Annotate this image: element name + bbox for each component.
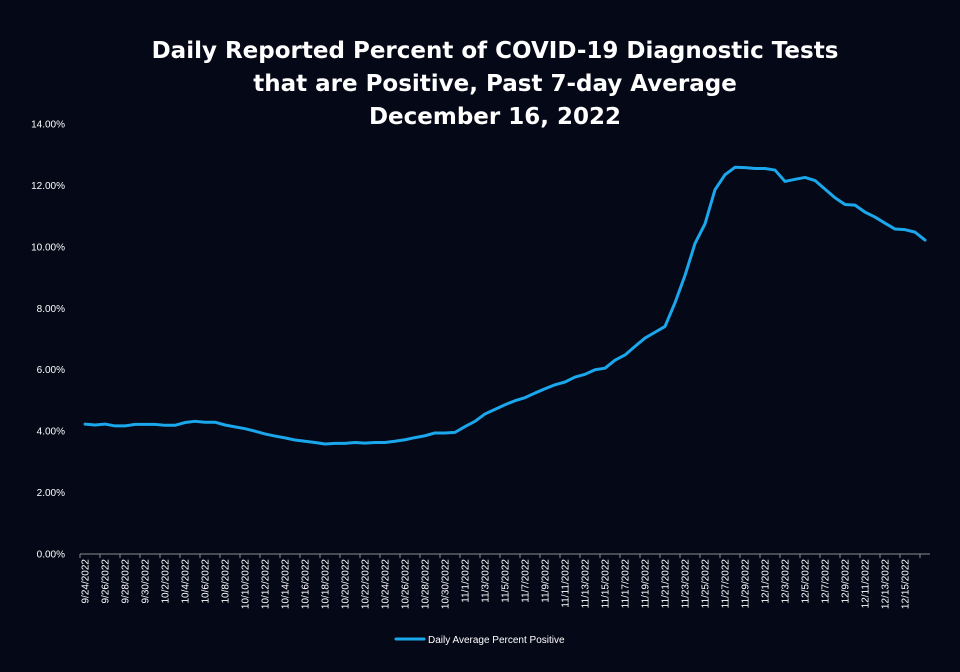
x-tick-label: 9/26/2022 [101,559,112,604]
x-tick-label: 12/5/2022 [801,559,812,604]
chart-title-line-3: December 16, 2022 [369,104,621,130]
y-tick-label: 12.00% [31,181,65,192]
x-tick-label: 10/4/2022 [181,559,192,604]
legend-label: Daily Average Percent Positive [428,635,565,646]
chart-title-line-1: Daily Reported Percent of COVID-19 Diagn… [152,38,839,64]
y-tick-label: 0.00% [37,550,65,561]
x-tick-label: 10/12/2022 [261,559,272,609]
x-tick-label: 11/1/2022 [461,559,472,603]
x-tick-label: 10/18/2022 [321,559,332,609]
chart-title-line-2: that are Positive, Past 7-day Average [253,71,737,97]
x-tick-label: 10/30/2022 [441,559,452,609]
legend: Daily Average Percent Positive [394,635,565,646]
chart-title: Daily Reported Percent of COVID-19 Diagn… [152,38,839,130]
x-tick-label: 9/30/2022 [141,559,152,604]
x-tick-label: 11/17/2022 [621,559,632,609]
x-tick-label: 11/23/2022 [681,559,692,609]
x-tick-label: 10/20/2022 [341,559,352,609]
x-tick-label: 11/5/2022 [501,559,512,603]
x-tick-label: 12/7/2022 [821,559,832,604]
x-tick-label: 11/19/2022 [641,559,652,609]
x-tick-label: 12/1/2022 [761,559,772,604]
series-layer [83,165,927,446]
x-tick-label: 10/16/2022 [301,559,312,609]
x-tick-label: 11/13/2022 [581,559,592,609]
x-tick-label: 12/9/2022 [841,559,852,604]
x-tick-label: 11/11/2022 [561,559,572,608]
y-tick-label: 8.00% [37,304,65,315]
y-tick-label: 6.00% [37,365,65,376]
x-tick-label: 9/24/2022 [81,559,92,604]
series-line [83,165,927,446]
x-tick-label: 12/11/2022 [861,559,872,609]
y-axis: 0.00% 2.00% 4.00% 6.00% 8.00% 10.00% 12.00% 14.… [31,120,65,561]
y-tick-label: 2.00% [37,488,65,499]
x-tick-label: 10/8/2022 [221,559,232,604]
x-tick-label: 9/28/2022 [121,559,132,604]
y-tick-label: 4.00% [37,427,65,438]
x-tick-label: 11/7/2022 [521,559,532,603]
x-tick-label: 12/13/2022 [881,559,892,609]
x-tick-label: 11/27/2022 [721,559,732,609]
x-tick-label: 11/3/2022 [481,559,492,603]
x-tick-label: 10/2/2022 [161,559,172,604]
x-tick-label: 10/10/2022 [241,559,252,609]
x-tick-label: 11/21/2022 [661,559,672,609]
x-tick-label: 11/25/2022 [701,559,712,609]
x-tick-label: 10/26/2022 [401,559,412,609]
x-tick-label: 11/15/2022 [601,559,612,609]
x-tick-label: 12/15/2022 [901,559,912,609]
x-tick-label: 12/3/2022 [781,559,792,604]
y-tick-label: 14.00% [31,120,65,131]
x-tick-label: 10/14/2022 [281,559,292,609]
x-tick-label: 10/24/2022 [381,559,392,609]
y-tick-label: 10.00% [31,242,65,253]
x-tick-label: 11/9/2022 [541,559,552,603]
x-axis: 9/24/2022 9/26/2022 9/28/2022 9/30/2022 10/2… [79,553,930,609]
x-tick-label: 11/29/2022 [741,559,752,609]
x-tick-label: 10/6/2022 [201,559,212,604]
x-tick-label: 10/22/2022 [361,559,372,609]
x-tick-label: 10/28/2022 [421,559,432,609]
